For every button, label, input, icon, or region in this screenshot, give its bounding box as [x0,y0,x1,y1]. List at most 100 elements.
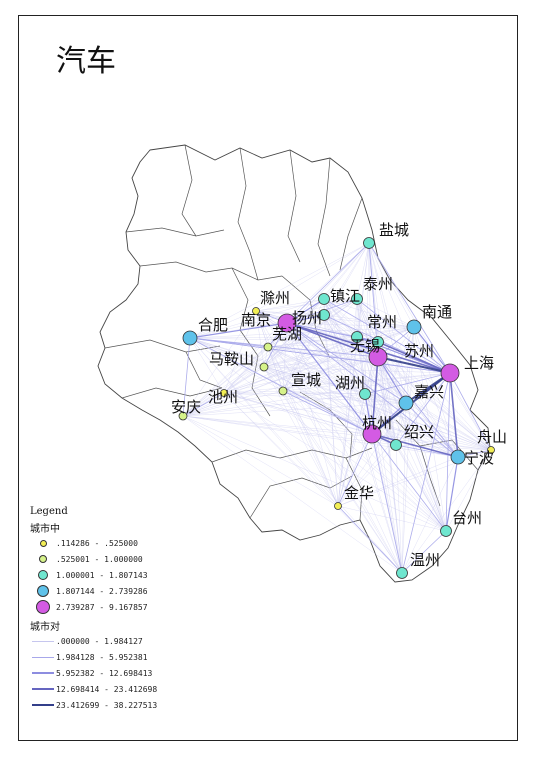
city-link [356,336,407,404]
city-node [440,363,460,383]
city-link [377,341,459,458]
city-link [223,322,288,394]
city-link [189,336,358,339]
internal-boundary [249,475,353,519]
legend-node-item: 1.000001 - 1.807143 [30,567,210,583]
city-link [356,298,459,458]
city-link [182,341,379,417]
city-node [334,502,342,510]
city-link [377,341,451,374]
city-node [487,446,495,454]
city-link [371,356,379,435]
city-link [267,346,407,404]
city-label: 杭州 [362,414,392,432]
city-link [267,341,379,348]
legend-node-header: 城市中 [30,524,60,535]
city-node [390,439,402,451]
city-label: 金华 [344,484,374,502]
city-node [440,525,452,537]
city-label: 苏州 [404,342,434,360]
city-link [395,444,492,451]
city-link [267,346,492,451]
city-link [368,242,415,328]
city-link [371,433,459,458]
city-link [286,322,415,328]
city-link [223,392,403,574]
city-link [182,415,339,507]
city-link [263,356,379,368]
city-link [223,390,284,394]
city-link [356,336,447,532]
city-link [356,242,370,300]
city-link [395,372,451,446]
city-link [223,356,379,394]
city-label: 南京 [241,311,271,329]
city-node [178,411,188,421]
internal-boundary [231,267,271,417]
city-link [282,390,403,574]
city-link [189,337,339,507]
city-label: 池州 [208,388,238,406]
city-link [182,337,191,417]
internal-boundary [185,351,223,389]
city-link [356,298,415,328]
city-link [323,242,370,300]
legend-node-symbol [38,570,48,580]
city-link [364,242,370,395]
city-link [189,326,415,339]
city-link [282,372,451,392]
city-link [182,402,407,417]
city-link [282,390,407,404]
city-label: 宁波 [464,449,494,467]
city-label: 芜湖 [272,325,302,343]
city-node [398,395,414,411]
city-link [182,415,403,574]
city-node [182,330,198,346]
internal-boundary [181,144,197,237]
city-link [368,242,451,374]
city-link [189,337,284,392]
city-link [364,393,492,451]
city-label: 台州 [452,509,482,527]
city-link [189,337,379,358]
internal-boundary [104,339,221,353]
internal-boundary [299,391,353,459]
city-link [356,298,492,451]
city-node [259,362,269,372]
legend-edge-item: .000000 - 1.984127 [30,633,210,649]
legend-node-symbol [36,600,50,614]
legend-edge-symbol [32,672,54,674]
city-link [182,415,373,435]
city-link [286,322,407,404]
city-link [189,337,459,458]
legend-edge-symbol [32,688,54,690]
city-link [255,310,373,435]
city-link [263,366,403,574]
city-label: 泰州 [363,275,393,293]
city-link [223,366,265,394]
city-link [267,326,415,348]
city-link [182,346,269,417]
city-label: 安庆 [171,398,201,416]
city-link [223,341,379,394]
city-link [356,336,403,574]
city-link [267,346,373,435]
city-link [395,444,447,532]
city-node [450,449,466,465]
city-label: 宣城 [291,371,321,389]
city-link [405,402,459,458]
city-link [182,310,257,417]
legend-edge-item: 12.698414 - 23.412698 [30,681,210,697]
city-link [286,322,397,446]
city-link [267,346,339,507]
city-node [318,309,330,321]
legend-node-symbol [39,555,47,563]
city-node [252,307,260,315]
city-link [182,415,397,446]
city-link [337,326,415,507]
city-node [368,347,388,367]
city-link [182,392,225,417]
city-link [282,356,379,392]
city-link [337,449,492,507]
city-link [282,390,447,532]
